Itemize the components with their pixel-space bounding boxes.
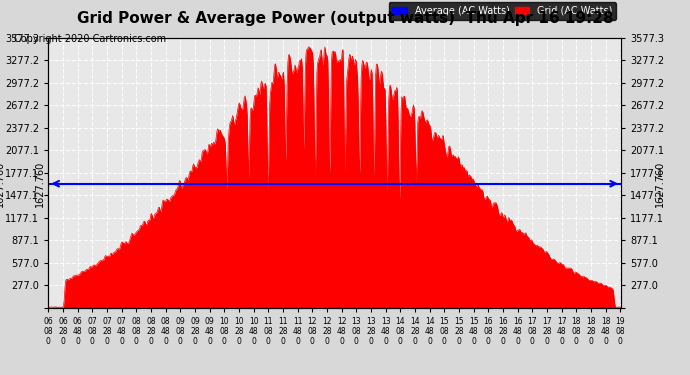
Text: 1627.760: 1627.760 bbox=[0, 160, 6, 207]
Text: Copyright 2020 Cartronics.com: Copyright 2020 Cartronics.com bbox=[14, 34, 166, 44]
Text: 1627.760: 1627.760 bbox=[34, 160, 45, 207]
Text: Grid Power & Average Power (output watts)  Thu Apr 16 19:28: Grid Power & Average Power (output watts… bbox=[77, 11, 613, 26]
Text: 1627.760: 1627.760 bbox=[656, 160, 665, 207]
Legend: Average (AC Watts), Grid (AC Watts): Average (AC Watts), Grid (AC Watts) bbox=[388, 2, 616, 20]
